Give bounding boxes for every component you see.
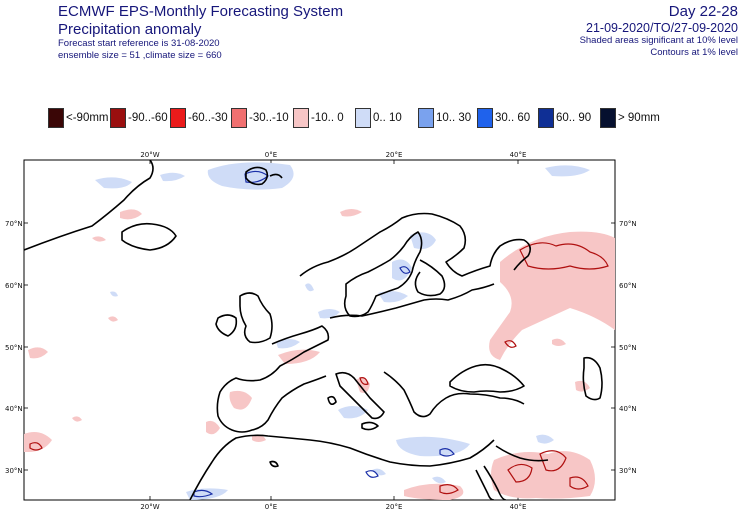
balkans-coast xyxy=(383,371,525,418)
system-title: ECMWF EPS-Monthly Forecasting System xyxy=(58,3,344,20)
legend-swatch xyxy=(110,108,126,128)
lat-label-right: 30°N xyxy=(619,467,637,475)
contour-note: Contours at 1% level xyxy=(650,47,738,58)
baltic-coast xyxy=(343,231,423,318)
legend-item: -10.. 0 xyxy=(293,108,344,128)
north-africa-coast xyxy=(189,434,495,500)
map-frame xyxy=(23,159,616,501)
lat-label-right: 50°N xyxy=(619,344,637,352)
lon-label-bottom: 20°W xyxy=(140,503,159,511)
dry-anomaly-areas xyxy=(24,209,615,500)
legend-label: -30..-10 xyxy=(249,112,289,124)
legend-item: -90..-60 xyxy=(110,108,168,128)
caspian-coast xyxy=(582,356,603,401)
lat-label-right: 70°N xyxy=(619,220,637,228)
anomaly-map: 20°W 0°E 20°E 40°E 20°W 0°E 20°E 40°E 70… xyxy=(5,151,637,511)
svalbard-coast xyxy=(245,166,269,186)
header-left: ECMWF EPS-Monthly Forecasting System Pre… xyxy=(58,3,343,62)
lat-label-left: 70°N xyxy=(5,220,23,228)
lon-label-top: 20°W xyxy=(140,151,159,159)
legend-label: 0.. 10 xyxy=(373,112,402,124)
legend-swatch xyxy=(418,108,434,128)
map-area: 20°W 0°E 20°E 40°E 20°W 0°E 20°E 40°E 70… xyxy=(0,150,745,516)
legend-swatch xyxy=(600,108,616,128)
legend-item: 60.. 90 xyxy=(538,108,591,128)
lat-label-right: 40°N xyxy=(619,405,637,413)
legend-item: 0.. 10 xyxy=(355,108,402,128)
legend-swatch xyxy=(170,108,186,128)
legend-label: 30.. 60 xyxy=(495,112,531,124)
legend-label: -90..-60 xyxy=(128,112,168,124)
legend-item: 30.. 60 xyxy=(477,108,530,128)
legend-swatch xyxy=(355,108,371,128)
lat-label-left: 60°N xyxy=(5,282,23,290)
continent-north-coast xyxy=(329,283,495,319)
lat-label-left: 50°N xyxy=(5,344,23,352)
coastlines xyxy=(24,160,603,500)
significance-note: Shaded areas significant at 10% level xyxy=(579,35,738,46)
legend-swatch xyxy=(231,108,247,128)
ensemble-info-text: ensemble size = 51 ,climate size = 660 xyxy=(58,50,222,61)
legend-label: <-90mm xyxy=(66,112,109,124)
legend-swatch xyxy=(293,108,309,128)
legend-item: -30..-10 xyxy=(231,108,289,128)
lat-label-left: 40°N xyxy=(5,405,23,413)
lon-label-bottom: 0°E xyxy=(265,503,277,511)
legend-item: 10.. 30 xyxy=(418,108,471,128)
lat-label-right: 60°N xyxy=(619,282,637,290)
header-right: Day 22-28 21-09-2020/TO/27-09-2020 Shade… xyxy=(580,3,738,59)
date-range: 21-09-2020/TO/27-09-2020 xyxy=(586,21,738,35)
lon-label-top: 0°E xyxy=(265,151,277,159)
iceland-coast xyxy=(121,222,177,251)
legend-swatch xyxy=(538,108,554,128)
legend-label: -10.. 0 xyxy=(311,112,344,124)
legend-label: 10.. 30 xyxy=(436,112,472,124)
western-europe-coast xyxy=(216,325,330,433)
legend-label: 60.. 90 xyxy=(556,112,592,124)
product-title: Precipitation anomaly xyxy=(58,21,202,38)
forecast-start-text: Forecast start reference is 31-08-2020 xyxy=(58,38,220,49)
lon-label-top: 20°E xyxy=(386,151,403,159)
italy-coast xyxy=(335,371,385,420)
greenland-coast xyxy=(24,160,154,251)
british-isles-coast xyxy=(239,292,273,344)
lon-label-top: 40°E xyxy=(510,151,527,159)
lon-label-bottom: 40°E xyxy=(510,503,527,511)
legend-swatch xyxy=(477,108,493,128)
legend-item: -60..-30 xyxy=(170,108,228,128)
legend-item: <-90mm xyxy=(48,108,109,128)
day-range: Day 22-28 xyxy=(668,3,738,20)
legend-swatch xyxy=(48,108,64,128)
scandinavia-coast xyxy=(299,212,532,277)
legend-item: > 90mm xyxy=(600,108,660,128)
lon-label-bottom: 20°E xyxy=(386,503,403,511)
legend-label: -60..-30 xyxy=(188,112,228,124)
lat-label-left: 30°N xyxy=(5,467,23,475)
red-sea-coast xyxy=(475,465,507,500)
black-sea-coast xyxy=(449,363,525,393)
legend-label: > 90mm xyxy=(618,112,660,124)
